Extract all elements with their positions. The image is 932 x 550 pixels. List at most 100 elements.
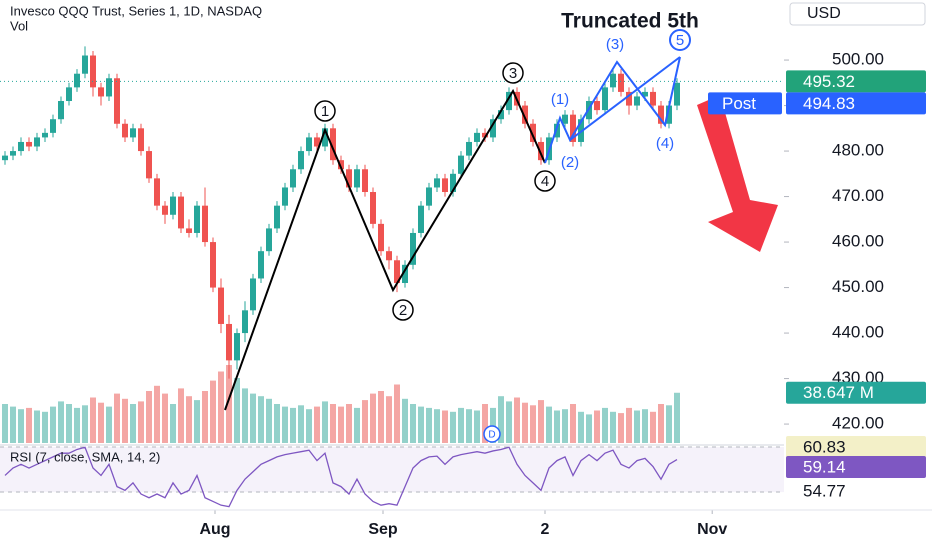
volume-bar (258, 396, 264, 443)
volume-bar (50, 406, 56, 443)
volume-title: Vol (10, 18, 28, 33)
x-tick-label: 2 (541, 521, 550, 538)
candle-body (114, 78, 120, 124)
volume-bar (66, 404, 72, 443)
candle-body (490, 119, 496, 138)
volume-bar (410, 404, 416, 443)
volume-bar (338, 406, 344, 443)
y-tick-label: 440.00 (832, 323, 884, 342)
volume-bar (194, 400, 200, 443)
candle-body (106, 78, 112, 97)
candle-body (674, 82, 680, 106)
volume-bar (482, 404, 488, 443)
volume-bar (298, 405, 304, 443)
volume-bar (474, 410, 480, 443)
rsi-layer (0, 446, 784, 508)
candle-body (2, 155, 8, 161)
wave-label: (4) (656, 135, 674, 152)
volume-bar (58, 401, 64, 443)
volume-bar (378, 391, 384, 443)
post-price-tag-box (786, 92, 926, 115)
candle-body (130, 128, 136, 138)
y-tick-label: 450.00 (832, 277, 884, 296)
candle-body (522, 105, 528, 124)
candle-body (34, 137, 40, 147)
volume-bar (186, 396, 192, 443)
candle-body (658, 105, 664, 124)
candle-body (666, 105, 672, 124)
volume-bar (26, 407, 32, 443)
candle-body (338, 160, 344, 170)
candle-body (162, 205, 168, 215)
volume-bar (386, 396, 392, 443)
volume-bar (618, 413, 624, 443)
candle-body (138, 128, 144, 152)
candle-body (82, 55, 88, 74)
x-tick-label: Nov (697, 521, 727, 538)
volume-bar (434, 409, 440, 443)
dividend-label: D (488, 430, 495, 441)
candle-body (458, 155, 464, 174)
rsi-lower-tag: 54.77 (803, 482, 846, 501)
volume-bar (570, 404, 576, 443)
wave-circle (669, 29, 691, 51)
candle-body (18, 141, 24, 152)
volume-bar (34, 410, 40, 443)
volume-bar (466, 409, 472, 443)
rsi-upper-tag-box (786, 436, 926, 459)
volume-bar (666, 405, 672, 443)
down-arrow (697, 95, 778, 252)
volume-bar (634, 410, 640, 443)
volume-bar (650, 411, 656, 443)
candle-body (274, 205, 280, 229)
candle-body (506, 91, 512, 111)
candle-body (482, 132, 488, 138)
volume-bar (218, 371, 224, 443)
primary-wave-line (224, 88, 546, 411)
volume-bar (314, 406, 320, 443)
candle-body (474, 132, 480, 142)
candle-body (442, 178, 448, 193)
volume-bar (522, 402, 528, 443)
volume-bar (306, 409, 312, 443)
candle-body (170, 196, 176, 215)
wave-label: (2) (561, 154, 579, 171)
volume-bar (578, 411, 584, 443)
candle-body (146, 151, 152, 179)
candle-body (594, 101, 600, 111)
post-label-box (708, 92, 782, 115)
volume-bar (346, 404, 352, 443)
wave-label: (1) (551, 91, 569, 108)
candle-body (650, 91, 656, 106)
candle-body (290, 169, 296, 188)
volume-bar (594, 410, 600, 443)
volume-bar (626, 407, 632, 443)
rsi-title: RSI (7, close, SMA, 14, 2) (10, 449, 160, 464)
rsi-line (4, 446, 678, 508)
candle-body (178, 196, 184, 229)
x-tick-label: Aug (199, 521, 230, 538)
post-price-tag: 494.83 (803, 94, 855, 113)
volume-bar (90, 397, 96, 443)
candle-body (410, 232, 416, 265)
candle-body (434, 178, 440, 188)
volume-layer (2, 365, 680, 443)
candle-body (538, 141, 544, 161)
wave-label: 3 (509, 65, 517, 82)
candle-body (466, 141, 472, 156)
y-tick-label: 420.00 (832, 414, 884, 433)
volume-bar (210, 380, 216, 443)
volume-bar (498, 396, 504, 443)
axis-layer: 420.00430.00440.00450.00460.00470.00480.… (199, 50, 926, 538)
volume-bar (426, 407, 432, 443)
wave-circle (314, 100, 336, 122)
volume-bar (674, 392, 680, 443)
volume-bar (42, 411, 48, 443)
candle-body (42, 132, 48, 138)
rsi-last-tag-box (786, 456, 926, 479)
volume-bar (394, 384, 400, 443)
volume-bar (234, 378, 240, 443)
volume-bar (442, 410, 448, 443)
candle-body (298, 151, 304, 170)
wave-label: (3) (606, 36, 624, 53)
